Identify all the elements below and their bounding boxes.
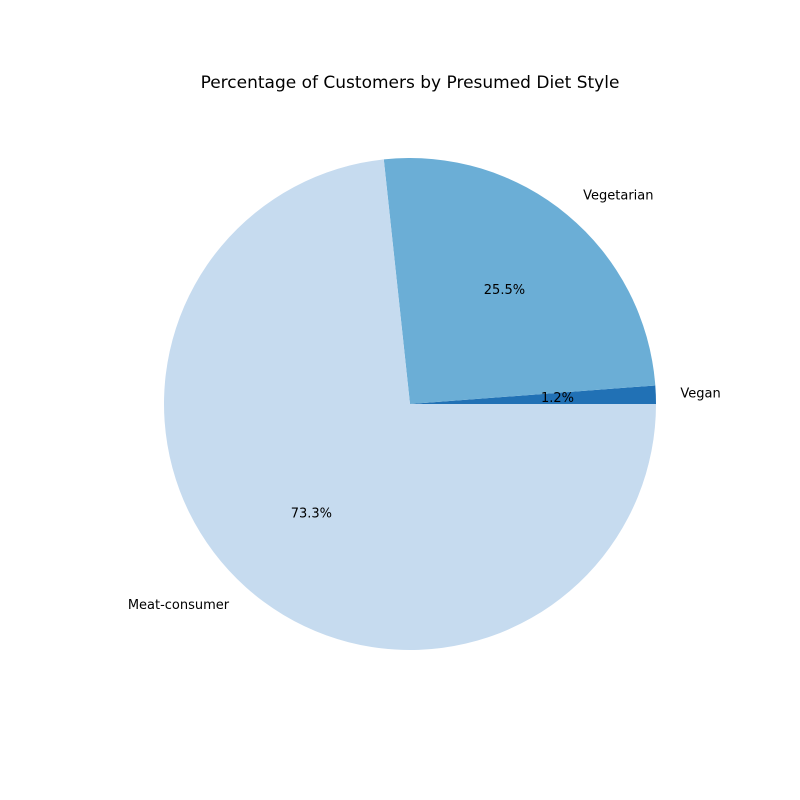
slice-label-vegetarian: Vegetarian — [583, 189, 653, 204]
pie-slices — [163, 157, 656, 650]
slice-label-vegan: Vegan — [680, 386, 720, 401]
pie-slice-vegetarian — [383, 157, 656, 404]
slice-label-meat-consumer: Meat-consumer — [128, 598, 230, 613]
slice-percent-vegetarian: 25.5% — [484, 283, 525, 298]
chart-title: Percentage of Customers by Presumed Diet… — [201, 73, 620, 93]
slice-percent-meat-consumer: 73.3% — [291, 506, 332, 521]
pie-slice-vegan — [410, 385, 656, 404]
pie-labels: Vegan 1.2% Vegetarian 25.5% Meat-consumer 73.… — [128, 189, 721, 613]
slice-percent-vegan: 1.2% — [541, 391, 574, 406]
pie-slice-meat-consumer — [163, 159, 656, 650]
